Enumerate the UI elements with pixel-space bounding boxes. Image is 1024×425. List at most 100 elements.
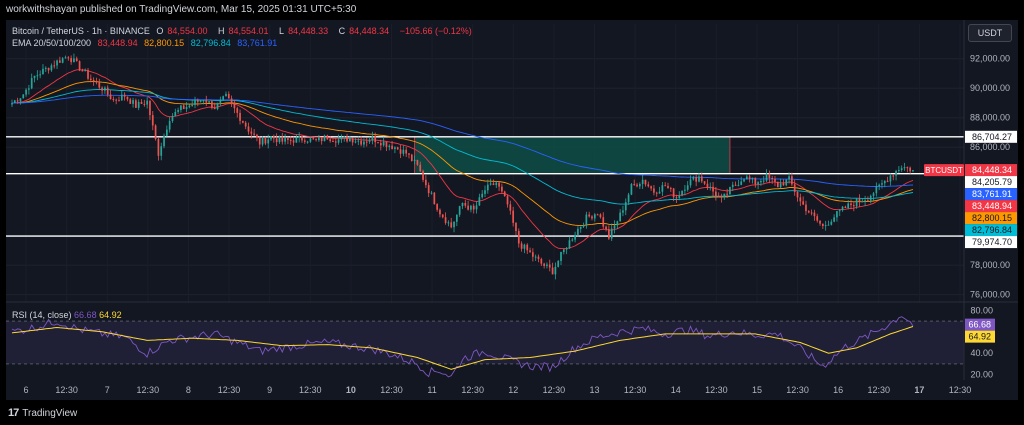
candle-body [568, 240, 571, 249]
time-tick-label: 14 [671, 385, 681, 395]
candle-body [647, 184, 650, 187]
price-axis-label-text: 82,800.15 [972, 213, 1012, 223]
candle-body [106, 87, 109, 95]
candle-body [472, 205, 475, 210]
candle-body [726, 193, 728, 195]
time-tick-label: 12:30 [543, 385, 566, 395]
candle-body [272, 136, 275, 139]
candle-body [425, 179, 427, 186]
candle-body [782, 183, 785, 186]
candle-body [692, 177, 695, 180]
candle-body [796, 191, 799, 198]
candle-body [475, 205, 478, 210]
candle-body [244, 122, 247, 127]
legend-ema: EMA 20/50/100/200 83,448.94 82,800.15 82… [12, 38, 281, 48]
time-tick-label: 11 [427, 385, 436, 395]
candle-body [895, 170, 897, 176]
price-axis-label [965, 236, 1017, 249]
candle-body [143, 103, 146, 105]
rsi-legend: RSI (14, close) 66.68 64.92 [12, 310, 122, 320]
candle-body [543, 263, 545, 266]
tradingview-logo[interactable]: 17 TradingView [8, 407, 77, 419]
candle-body [655, 192, 658, 194]
candle-body [470, 205, 472, 210]
candle-body [492, 183, 495, 186]
candle-body [478, 197, 481, 206]
candle-body [830, 221, 833, 225]
time-tick-label: 13 [590, 385, 600, 395]
candle-body [216, 102, 219, 110]
candle-body [788, 176, 790, 180]
time-tick-label: 6 [23, 385, 28, 395]
rsi-pane [6, 303, 964, 380]
target-zone [414, 136, 731, 175]
candle-body [357, 140, 360, 142]
candle-body [627, 194, 630, 203]
publish-credit: workwithshayan published on TradingView.… [6, 4, 357, 15]
candle-body [430, 192, 433, 194]
candle-body [301, 136, 303, 141]
candle-body [439, 209, 441, 215]
candle-body [402, 149, 405, 154]
candle-body [827, 224, 830, 226]
candle-body [641, 179, 644, 184]
candle-body [67, 57, 70, 59]
candle-body [25, 89, 27, 95]
price-axis-label [965, 164, 1017, 177]
candle-body [256, 134, 258, 138]
candle-body [422, 171, 424, 180]
rsi-band [6, 321, 964, 364]
candle-body [602, 217, 605, 227]
candle-body [838, 210, 841, 212]
candle-body [833, 217, 835, 222]
candle-body [526, 244, 529, 251]
candle-body [289, 139, 292, 141]
candle-body [850, 203, 852, 206]
candle-body [700, 176, 703, 182]
time-tick-label: 12:30 [705, 385, 728, 395]
candle-body [287, 138, 289, 140]
candle-body [686, 185, 689, 190]
currency-button[interactable]: USDT [968, 24, 1012, 42]
time-tick-label: 7 [105, 385, 110, 395]
candle-body [385, 141, 388, 147]
candle-body [481, 193, 484, 198]
candle-body [84, 70, 87, 72]
candle-body [810, 212, 813, 214]
candle-body [396, 147, 399, 150]
price-axis-label [965, 130, 1017, 143]
candle-body [852, 205, 855, 207]
candle-body [258, 137, 261, 145]
candle-body [436, 204, 438, 210]
ema100-line [12, 89, 914, 205]
candle-body [900, 168, 903, 170]
candle-body [709, 186, 712, 188]
candle-body [329, 139, 332, 142]
price-axis-label [965, 188, 1017, 201]
candle-body [855, 198, 858, 207]
candle-body [135, 100, 137, 108]
rsi-axis-label-text: 66.68 [968, 320, 991, 330]
candle-body [447, 222, 450, 224]
time-tick-label: 12:30 [299, 385, 322, 395]
candle-body [208, 101, 210, 103]
candle-body [151, 115, 154, 126]
candle-body [517, 231, 520, 244]
candle-body [351, 138, 354, 143]
candle-body [799, 197, 802, 202]
candle-body [861, 201, 864, 203]
candle-body [554, 266, 557, 275]
candle-body [706, 183, 709, 188]
candle-body [734, 184, 737, 186]
price-axis-label [965, 224, 1017, 237]
candle-body [73, 58, 75, 63]
candle-body [270, 136, 272, 140]
candle-body [30, 78, 33, 89]
candle-body [419, 164, 422, 172]
price-tick-label: 76,000.00 [970, 290, 1010, 300]
candle-body [672, 188, 675, 198]
price-axis-label-text: 84,448.34 [972, 165, 1012, 175]
candle-body [165, 129, 168, 136]
candle-body [205, 100, 208, 103]
